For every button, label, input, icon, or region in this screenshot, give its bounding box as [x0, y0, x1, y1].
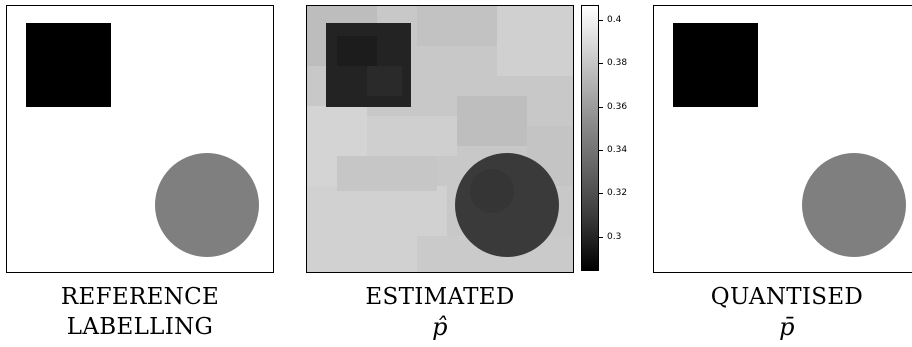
colorbar-tick — [599, 193, 603, 194]
estimated-square-patch — [337, 36, 377, 66]
colorbar-label: 0.38 — [607, 58, 628, 68]
colorbar-label: 0.3 — [607, 232, 622, 242]
colorbar-tick — [599, 237, 603, 238]
estimated-patch — [457, 96, 527, 146]
colorbar-label: 0.34 — [607, 145, 628, 155]
colorbar-label: 0.32 — [607, 188, 628, 198]
quantised-square — [673, 23, 758, 107]
estimated-patch — [367, 116, 457, 156]
quantised-circle — [802, 153, 906, 257]
colorbar — [581, 5, 599, 271]
quantised-symbol: p̄ — [779, 313, 795, 341]
estimated-caption-line1: ESTIMATED — [365, 284, 515, 310]
quantised-caption-line1: QUANTISED — [710, 284, 864, 310]
reference-square — [26, 23, 111, 107]
reference-caption-line1: REFERENCE — [60, 284, 220, 310]
colorbar-label: 0.36 — [607, 102, 628, 112]
reference-caption: REFERENCE LABELLING — [6, 282, 274, 342]
reference-caption-line2: LABELLING — [66, 314, 214, 340]
estimated-square-patch — [367, 66, 402, 96]
colorbar-tick — [599, 150, 603, 151]
estimated-panel — [306, 5, 574, 273]
estimated-symbol: p̂ — [432, 313, 448, 341]
estimated-patch — [497, 6, 573, 76]
reference-labelling-panel — [6, 5, 274, 273]
colorbar-tick — [599, 107, 603, 108]
estimated-image — [307, 6, 573, 272]
colorbar-tick — [599, 63, 603, 64]
estimated-patch — [417, 6, 497, 46]
quantised-image — [654, 6, 912, 272]
reference-circle — [155, 153, 259, 257]
reference-image — [7, 6, 273, 272]
quantised-caption: QUANTISED p̄ — [653, 282, 912, 342]
quantised-panel — [653, 5, 912, 273]
estimated-circle-patch — [470, 169, 514, 213]
estimated-caption: ESTIMATED p̂ — [306, 282, 574, 342]
colorbar-label: 0.4 — [607, 15, 622, 25]
estimated-patch — [337, 156, 437, 191]
colorbar-tick — [599, 20, 603, 21]
